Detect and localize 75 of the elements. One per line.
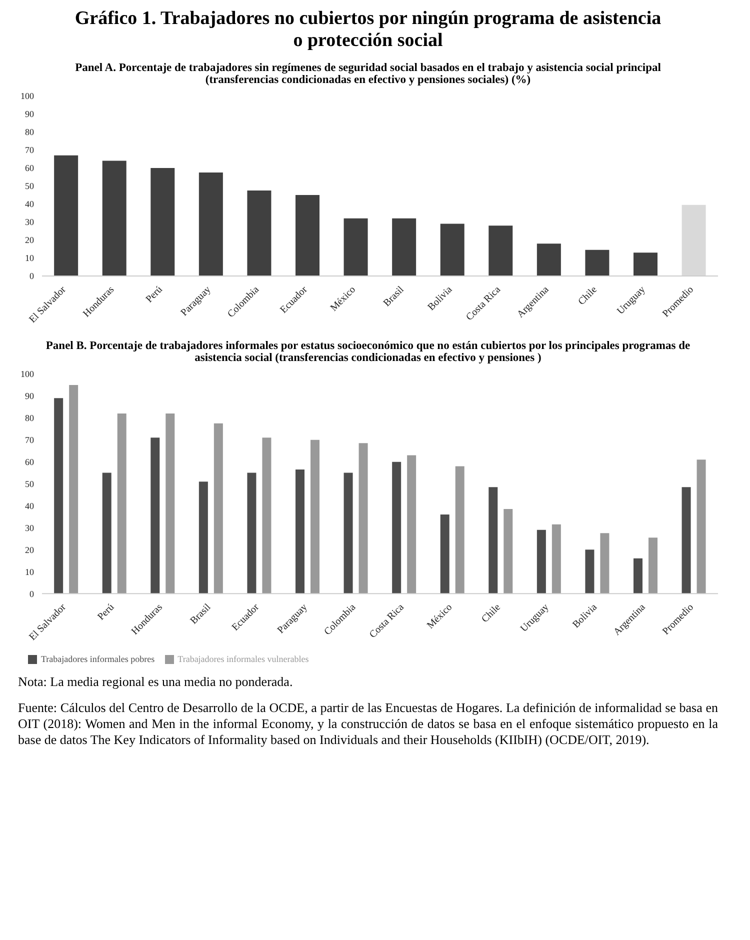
bar — [344, 218, 368, 276]
bar — [585, 550, 594, 594]
bar — [648, 538, 658, 594]
bar — [166, 414, 175, 594]
bar — [455, 466, 464, 594]
y-tick-label: 0 — [30, 588, 34, 599]
y-tick-label: 100 — [20, 91, 34, 102]
y-tick-label: 20 — [25, 544, 34, 555]
bar — [536, 530, 546, 594]
source-note: Fuente: Cálculos del Centro de Desarrollo de la OCDE, a partir de las Encuestas de Hogares. La definición de informalidad se basa en OIT (2018): Women and Men in the informal Economy, y la construcción de datos se basa en el enfoque sistemático propuesto en la base de datos The Key Indicators of Informality based on Individuals and their Households (KIIbIH) (OCDE/OIT, 2019). — [18, 700, 718, 748]
bar — [407, 455, 416, 594]
bar — [696, 460, 706, 594]
y-tick-label: 100 — [20, 369, 34, 380]
bar — [634, 558, 642, 594]
bar — [552, 524, 561, 594]
x-tick-label: Chile — [576, 284, 600, 308]
bar — [344, 472, 353, 594]
y-tick-label: 80 — [25, 127, 34, 138]
y-tick-label: 30 — [25, 217, 34, 228]
y-tick-label: 60 — [25, 163, 34, 174]
y-tick-label: 10 — [25, 566, 34, 577]
bar — [296, 195, 320, 276]
y-tick-label: 50 — [25, 478, 34, 489]
bar — [600, 533, 610, 594]
bar — [392, 218, 416, 276]
bar — [488, 226, 513, 276]
y-tick-label: 70 — [25, 145, 34, 156]
bar — [296, 470, 304, 594]
x-tick-label: Perú — [144, 284, 165, 306]
y-tick-label: 50 — [25, 181, 34, 192]
bar — [310, 440, 320, 594]
bar — [214, 423, 223, 594]
bar — [54, 398, 64, 594]
x-tick-label: Perú — [96, 602, 117, 623]
bar — [504, 509, 513, 594]
text: Nota: La media regional es una media no ponderada. — [18, 674, 294, 690]
y-tick-label: 60 — [25, 457, 34, 468]
legend-label: Trabajadores informales pobres — [41, 654, 155, 664]
bar — [150, 168, 175, 276]
bar — [247, 472, 256, 594]
bar — [392, 462, 402, 594]
bar — [247, 190, 272, 276]
y-tick-label: 10 — [25, 253, 34, 264]
y-tick-label: 0 — [30, 271, 34, 282]
bar — [634, 252, 658, 276]
chart-subtitle: Panel A. Porcentaje de trabajadores sin regímenes de seguridad social basados en el trabajo y asistencia social principal (transferencias condicionadas en efectivo y pensiones sociales) (%) — [74, 62, 662, 86]
y-tick-label: 30 — [25, 522, 34, 533]
bar — [440, 514, 450, 594]
y-tick-label: 90 — [25, 391, 34, 402]
y-tick-label: 20 — [25, 235, 34, 246]
chart-subtitle: Panel B. Porcentaje de trabajadores informales por estatus socioeconómico que no están cubiertos por los principales programas de asistencia social (transferencias condicionadas en efectivo y pensiones ) — [44, 340, 692, 364]
bar — [102, 160, 126, 276]
bar — [536, 244, 561, 276]
y-tick-label: 70 — [25, 435, 34, 446]
bar — [682, 487, 691, 594]
bar — [682, 204, 706, 276]
y-tick-label: 90 — [25, 109, 34, 120]
x-tick-label: Chile — [480, 602, 504, 626]
bar — [585, 250, 610, 276]
legend-label: Trabajadores informales vulnerables — [178, 654, 309, 664]
bar — [358, 443, 368, 594]
bar — [150, 438, 160, 594]
y-tick-label: 40 — [25, 500, 34, 511]
bar — [198, 172, 223, 276]
bar — [69, 384, 78, 594]
y-tick-label: 80 — [25, 413, 34, 424]
bar — [117, 414, 126, 594]
bar — [198, 482, 208, 594]
y-tick-label: 40 — [25, 199, 34, 210]
bar — [440, 224, 464, 276]
bar — [54, 155, 78, 276]
chart-title: Gráfico 1. Trabajadores no cubiertos por ningún programa de asistencia o protección social — [74, 8, 662, 52]
bar — [488, 487, 498, 594]
bar — [262, 438, 272, 594]
bar — [102, 472, 112, 594]
